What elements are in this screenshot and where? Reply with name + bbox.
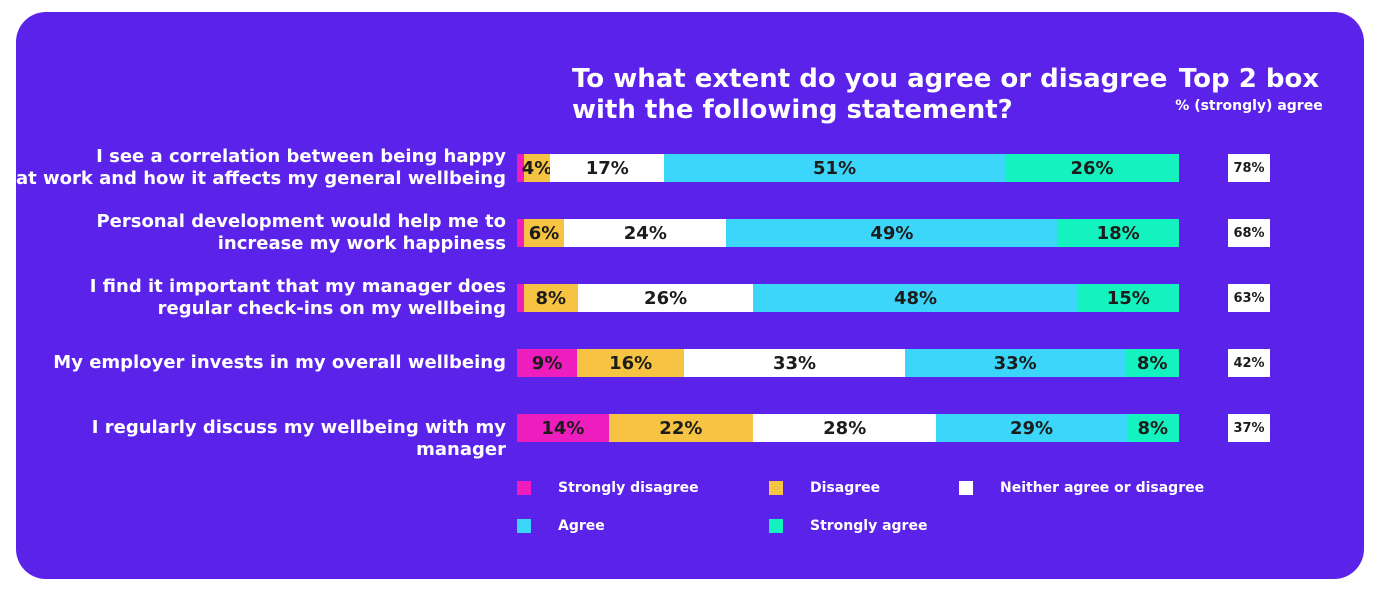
bar-segment: 8%	[1126, 414, 1179, 442]
legend-swatch	[517, 519, 531, 533]
legend-swatch	[959, 481, 973, 495]
bar-segment: 17%	[550, 154, 665, 182]
top2-value: 37%	[1228, 414, 1270, 442]
bar-segment	[517, 219, 524, 247]
bar-segment: 4%	[522, 154, 552, 182]
bar-segment	[517, 154, 524, 182]
bar-segment: 18%	[1057, 219, 1179, 247]
row-label: My employer invests in my overall wellbe…	[53, 352, 506, 373]
top2-value: 78%	[1228, 154, 1270, 182]
top2-subtitle: % (strongly) agree	[1175, 98, 1323, 114]
bar-segment: 51%	[664, 154, 1006, 182]
row-label: Personal development would help me to in…	[96, 211, 506, 254]
legend-swatch	[769, 481, 783, 495]
chart-title: To what extent do you agree or disagree …	[572, 64, 1168, 125]
bar-segment: 14%	[517, 414, 609, 442]
bar-segment: 29%	[936, 414, 1127, 442]
legend-item: Strongly agree	[769, 518, 927, 534]
stacked-bar: 8% 26% 48% 15%	[517, 284, 1179, 312]
legend-item: Neither agree or disagree	[959, 480, 1204, 496]
bar-segment: 28%	[752, 414, 937, 442]
bar-segment: 8%	[523, 284, 578, 312]
legend-label: Strongly agree	[810, 518, 928, 534]
bar-segment: 22%	[608, 414, 753, 442]
bar-segment: 15%	[1077, 284, 1179, 312]
stacked-bar: 9% 16% 33% 33% 8%	[517, 349, 1179, 377]
bar-segment: 26%	[1005, 154, 1179, 182]
stacked-bar: 4% 17% 51% 26%	[517, 154, 1179, 182]
top2-title: Top 2 box	[1178, 64, 1320, 94]
bar-segment: 8%	[1125, 349, 1179, 377]
row-label: I find it important that my manager does…	[89, 276, 506, 319]
bar-segment: 26%	[577, 284, 754, 312]
stacked-bar: 14% 22% 28% 29% 8%	[517, 414, 1179, 442]
legend-label: Strongly disagree	[558, 480, 699, 496]
bar-segment: 49%	[726, 219, 1058, 247]
bar-segment: 16%	[577, 349, 685, 377]
legend-item: Disagree	[769, 480, 880, 496]
bar-segment: 48%	[753, 284, 1078, 312]
bar-segment: 24%	[564, 219, 727, 247]
bar-segment: 9%	[517, 349, 578, 377]
legend-item: Agree	[517, 518, 605, 534]
bar-segment	[517, 284, 524, 312]
legend-label: Neither agree or disagree	[1000, 480, 1205, 496]
legend-swatch	[769, 519, 783, 533]
bar-segment: 33%	[904, 349, 1126, 377]
bar-segment: 6%	[523, 219, 565, 247]
legend-swatch	[517, 481, 531, 495]
legend-label: Disagree	[810, 480, 881, 496]
row-label: I regularly discuss my wellbeing with my…	[91, 417, 506, 460]
stacked-bar: 6% 24% 49% 18%	[517, 219, 1179, 247]
legend-item: Strongly disagree	[517, 480, 699, 496]
top2-value: 42%	[1228, 349, 1270, 377]
bar-segment: 33%	[684, 349, 905, 377]
legend-label: Agree	[558, 518, 605, 534]
top2-value: 68%	[1228, 219, 1270, 247]
row-label: I see a correlation between being happy …	[15, 146, 506, 189]
top2-value: 63%	[1228, 284, 1270, 312]
